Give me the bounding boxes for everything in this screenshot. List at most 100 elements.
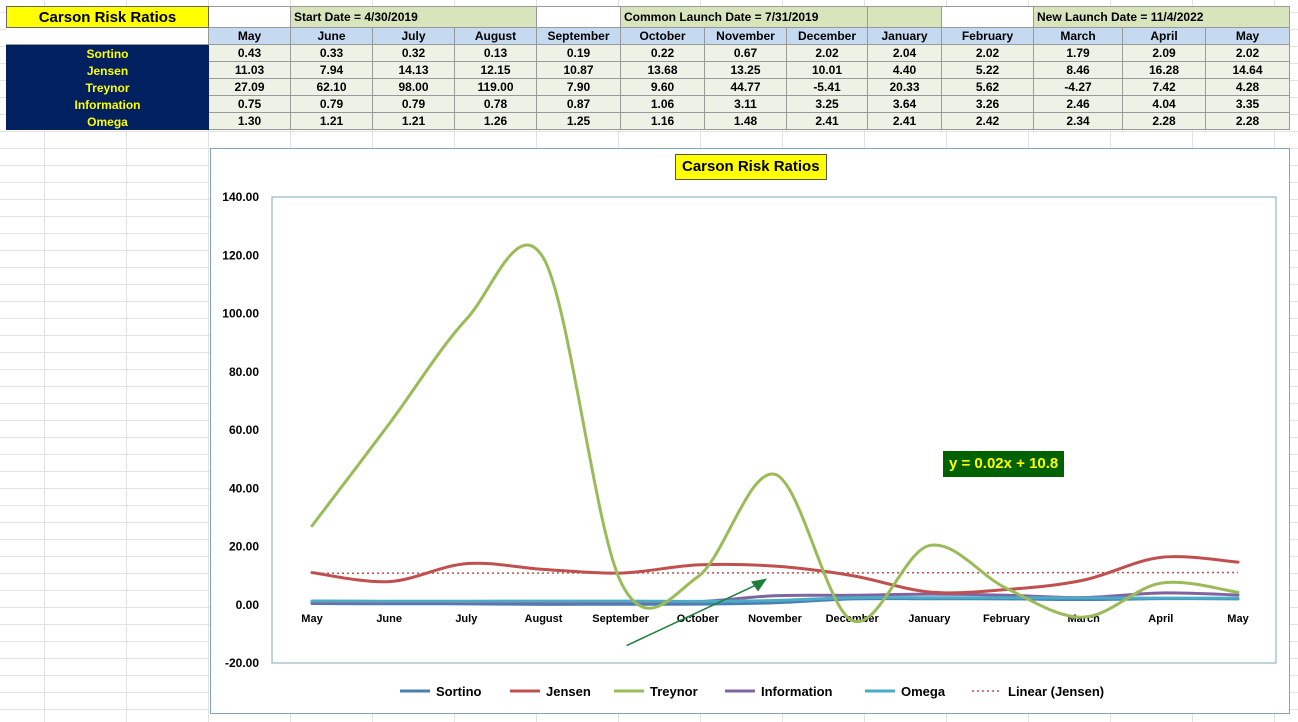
value-cell[interactable]: 4.40 (868, 62, 942, 79)
start-date-cell[interactable]: Start Date = 4/30/2019 (291, 6, 537, 28)
value-cell[interactable]: 3.11 (705, 96, 787, 113)
value-cell[interactable]: 1.26 (455, 113, 537, 130)
value-cell[interactable]: 4.28 (1206, 79, 1290, 96)
value-cell[interactable]: 2.46 (1034, 96, 1123, 113)
value-cell[interactable]: 0.32 (373, 45, 455, 62)
month-header[interactable]: December (787, 28, 868, 45)
value-cell[interactable]: 0.79 (373, 96, 455, 113)
value-cell[interactable]: 2.02 (942, 45, 1034, 62)
month-header[interactable]: June (291, 28, 373, 45)
value-cell[interactable]: 0.33 (291, 45, 373, 62)
value-cell[interactable]: 1.25 (537, 113, 621, 130)
value-cell[interactable]: 2.04 (868, 45, 942, 62)
month-header[interactable]: October (621, 28, 705, 45)
value-cell[interactable]: 7.94 (291, 62, 373, 79)
value-cell[interactable]: 14.64 (1206, 62, 1290, 79)
legend-label: Treynor (650, 684, 698, 699)
header-blank-cell[interactable] (537, 6, 621, 28)
value-cell[interactable]: 2.34 (1034, 113, 1123, 130)
value-cell[interactable]: 0.13 (455, 45, 537, 62)
value-cell[interactable]: 62.10 (291, 79, 373, 96)
row-label[interactable]: Jensen (6, 62, 209, 79)
value-cell[interactable]: 0.43 (209, 45, 291, 62)
new-launch-cell[interactable]: New Launch Date = 11/4/2022 (1034, 6, 1290, 28)
value-cell[interactable]: 44.77 (705, 79, 787, 96)
value-cell[interactable]: 0.67 (705, 45, 787, 62)
value-cell[interactable]: 1.48 (705, 113, 787, 130)
x-tick-label: May (1227, 613, 1249, 625)
value-cell[interactable]: 3.25 (787, 96, 868, 113)
value-cell[interactable]: 1.06 (621, 96, 705, 113)
month-header[interactable]: April (1123, 28, 1206, 45)
month-header[interactable]: September (537, 28, 621, 45)
value-cell[interactable]: 119.00 (455, 79, 537, 96)
value-cell[interactable]: -5.41 (787, 79, 868, 96)
header-green-cell[interactable] (868, 6, 942, 28)
sheet-title[interactable]: Carson Risk Ratios (6, 6, 209, 28)
value-cell[interactable]: 0.75 (209, 96, 291, 113)
value-cell[interactable]: 3.26 (942, 96, 1034, 113)
value-cell[interactable]: 7.90 (537, 79, 621, 96)
value-cell[interactable]: -4.27 (1034, 79, 1123, 96)
value-cell[interactable]: 7.42 (1123, 79, 1206, 96)
value-cell[interactable]: 4.04 (1123, 96, 1206, 113)
value-cell[interactable]: 8.46 (1034, 62, 1123, 79)
header-blank-cell[interactable] (942, 6, 1034, 28)
row-label[interactable]: Information (6, 96, 209, 113)
value-cell[interactable]: 0.19 (537, 45, 621, 62)
value-cell[interactable]: 3.64 (868, 96, 942, 113)
month-header[interactable]: July (373, 28, 455, 45)
value-cell[interactable]: 2.02 (787, 45, 868, 62)
row-label[interactable]: Sortino (6, 45, 209, 62)
value-cell[interactable]: 2.28 (1123, 113, 1206, 130)
value-cell[interactable]: 1.21 (291, 113, 373, 130)
value-cell[interactable]: 20.33 (868, 79, 942, 96)
value-cell[interactable]: 2.09 (1123, 45, 1206, 62)
month-header[interactable]: January (868, 28, 942, 45)
value-cell[interactable]: 2.41 (787, 113, 868, 130)
value-cell[interactable]: 12.15 (455, 62, 537, 79)
x-tick-label: April (1148, 613, 1173, 625)
month-header[interactable]: November (705, 28, 787, 45)
value-cell[interactable]: 0.79 (291, 96, 373, 113)
value-cell[interactable]: 13.68 (621, 62, 705, 79)
header-blank-cell[interactable] (209, 6, 291, 28)
month-header[interactable]: February (942, 28, 1034, 45)
month-header[interactable]: August (455, 28, 537, 45)
value-cell[interactable]: 10.01 (787, 62, 868, 79)
value-cell[interactable]: 16.28 (1123, 62, 1206, 79)
value-cell[interactable]: 10.87 (537, 62, 621, 79)
value-cell[interactable]: 2.28 (1206, 113, 1290, 130)
value-cell[interactable]: 1.30 (209, 113, 291, 130)
value-cell[interactable]: 14.13 (373, 62, 455, 79)
row-label[interactable]: Omega (6, 113, 209, 130)
value-cell[interactable]: 5.62 (942, 79, 1034, 96)
value-cell[interactable]: 2.42 (942, 113, 1034, 130)
value-cell[interactable]: 13.25 (705, 62, 787, 79)
y-tick-label: 40.00 (229, 481, 259, 495)
value-cell[interactable]: 3.35 (1206, 96, 1290, 113)
row-label-header[interactable] (6, 28, 209, 45)
value-cell[interactable]: 1.21 (373, 113, 455, 130)
value-cell[interactable]: 11.03 (209, 62, 291, 79)
value-cell[interactable]: 27.09 (209, 79, 291, 96)
value-cell[interactable]: 0.87 (537, 96, 621, 113)
month-header[interactable]: March (1034, 28, 1123, 45)
value-cell[interactable]: 98.00 (373, 79, 455, 96)
value-cell[interactable]: 2.41 (868, 113, 942, 130)
month-header[interactable]: May (1206, 28, 1290, 45)
value-cell[interactable]: 9.60 (621, 79, 705, 96)
month-header[interactable]: May (209, 28, 291, 45)
common-launch-cell[interactable]: Common Launch Date = 7/31/2019 (621, 6, 868, 28)
x-tick-label: January (908, 613, 951, 625)
value-cell[interactable]: 2.02 (1206, 45, 1290, 62)
value-cell[interactable]: 1.16 (621, 113, 705, 130)
row-label[interactable]: Treynor (6, 79, 209, 96)
value-cell[interactable]: 1.79 (1034, 45, 1123, 62)
value-cell[interactable]: 5.22 (942, 62, 1034, 79)
value-cell[interactable]: 0.22 (621, 45, 705, 62)
value-cell[interactable]: 0.78 (455, 96, 537, 113)
y-tick-label: -20.00 (225, 656, 259, 670)
